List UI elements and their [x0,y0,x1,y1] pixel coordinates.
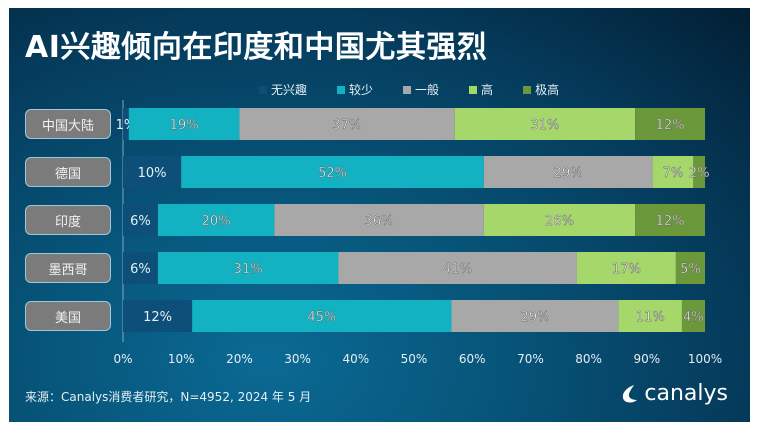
legend-label: 一般 [415,83,440,97]
bar-segment [652,156,694,188]
bar-segment [192,300,452,332]
bar-segment [123,300,193,332]
bar-segment [483,156,653,188]
x-tick-label: 100% [688,352,722,366]
legend-item: 一般 [403,81,439,98]
bar-segment [576,252,676,284]
bar-segment [618,300,682,332]
bar-segment [675,252,705,284]
category-label: 中国大陆 [25,109,111,139]
data-label: 19% [170,118,199,133]
data-label: 20% [202,214,231,229]
data-label: 6% [130,262,151,277]
data-label: 12% [656,118,685,133]
data-label: 5% [680,262,701,277]
x-tick-label: 60% [459,352,486,366]
bar-segment [274,204,484,236]
legend-label: 高 [481,83,494,97]
bar-segment [128,108,240,140]
chart-title: AI兴趣倾向在印度和中国尤其强烈 [25,30,488,65]
bar-segment [123,204,158,236]
bar-segment [483,204,636,236]
bar-segment [635,204,705,236]
x-tick-label: 40% [342,352,369,366]
x-tick-label: 50% [401,352,428,366]
bar-segment [181,156,484,188]
x-tick-label: 30% [284,352,311,366]
x-tick-label: 20% [226,352,253,366]
data-label: 31% [530,118,559,133]
data-label: 29% [521,310,550,325]
data-label: 12% [143,310,172,325]
legend-item: 无兴趣 [259,81,307,98]
data-label: 37% [333,118,362,133]
x-tick-label: 0% [113,352,132,366]
data-label: 36% [365,214,394,229]
data-label: 26% [545,214,574,229]
bar-segment [123,156,182,188]
category-label: 印度 [25,205,111,235]
data-label: 7% [663,166,684,181]
data-label: 29% [554,166,583,181]
bar-segment [693,156,705,188]
data-label: 6% [130,214,151,229]
legend-swatch [259,85,267,94]
bar-segment [635,108,705,140]
category-label: 美国 [25,301,111,331]
legend-label: 极高 [535,83,560,97]
data-label: 31% [234,262,263,277]
data-label: 4% [683,310,704,325]
data-label: 45% [307,310,336,325]
legend-label: 无兴趣 [271,83,308,97]
bar-segment [157,252,339,284]
bar-segment [451,300,619,332]
x-tick-label: 90% [633,352,660,366]
source-note: 来源：Canalys消费者研究，N=4952, 2024 年 5 月 [25,390,312,404]
data-label: 2% [689,166,710,181]
legend-swatch [403,85,412,94]
legend-label: 较少 [349,83,374,97]
bar-segment [338,252,577,284]
bar-segment [123,252,158,284]
bar-segment [454,108,636,140]
bar-segment [681,300,705,332]
data-label: 11% [636,310,665,325]
x-tick-label: 80% [575,352,602,366]
data-label: 41% [443,262,472,277]
bar-segment [239,108,455,140]
category-label: 德国 [25,157,111,187]
legend-swatch [523,85,532,94]
legend-item: 高 [469,81,493,98]
x-tick-label: 70% [517,352,544,366]
bar-segment [157,204,275,236]
x-tick-label: 10% [168,352,195,366]
legend-item: 较少 [337,81,373,98]
bar-segment [123,108,129,140]
legend-item: 极高 [523,81,559,98]
legend: 无兴趣 较少 一般 高 极高 [259,81,559,98]
data-label: 17% [612,262,641,277]
canalys-logo-icon [623,384,638,402]
data-label: 12% [656,214,685,229]
legend-swatch [337,85,346,94]
data-label: 52% [318,166,347,181]
legend-swatch [469,85,478,94]
category-label: 墨西哥 [25,253,111,283]
canalys-logo: canalys [620,381,728,406]
logo-text: canalys [644,381,728,406]
data-label: 10% [138,166,167,181]
